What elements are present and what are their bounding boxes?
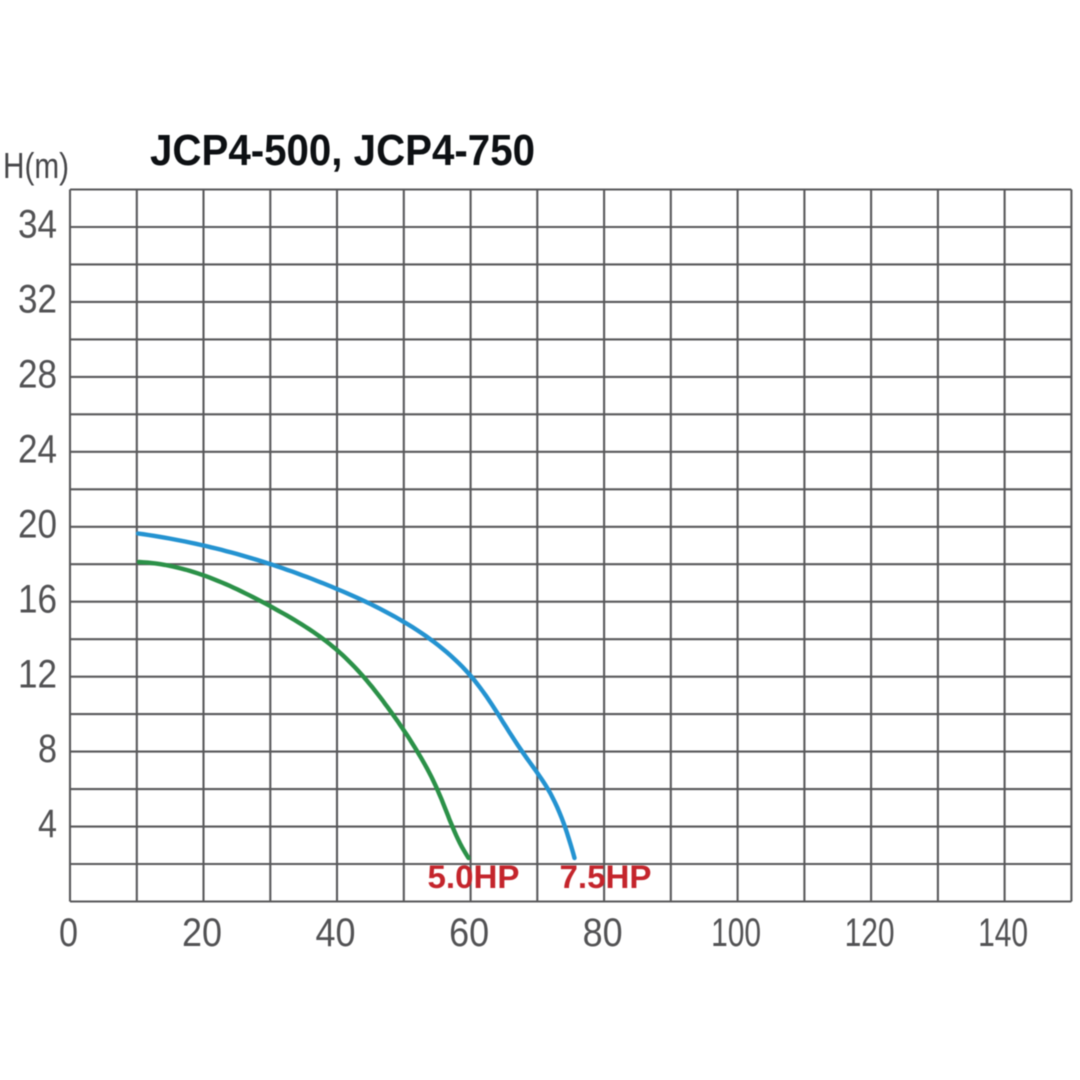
svg-text:32: 32 bbox=[18, 278, 57, 322]
svg-text:140: 140 bbox=[978, 911, 1028, 955]
svg-text:7.5HP: 7.5HP bbox=[560, 859, 652, 895]
svg-text:20: 20 bbox=[182, 911, 222, 955]
svg-text:40: 40 bbox=[316, 911, 356, 955]
svg-text:5.0HP: 5.0HP bbox=[428, 859, 520, 895]
svg-text:12: 12 bbox=[18, 652, 57, 696]
svg-text:120: 120 bbox=[845, 911, 895, 955]
svg-text:24: 24 bbox=[18, 427, 57, 471]
svg-text:H(m): H(m) bbox=[3, 145, 69, 186]
svg-text:28: 28 bbox=[18, 353, 57, 397]
svg-text:100: 100 bbox=[711, 911, 761, 955]
svg-text:34: 34 bbox=[18, 203, 57, 247]
svg-text:80: 80 bbox=[583, 911, 623, 955]
svg-text:4: 4 bbox=[38, 802, 57, 846]
svg-text:20: 20 bbox=[18, 502, 57, 546]
svg-text:16: 16 bbox=[18, 577, 57, 621]
svg-text:60: 60 bbox=[449, 911, 489, 955]
svg-text:JCP4-500, JCP4-750: JCP4-500, JCP4-750 bbox=[150, 126, 535, 175]
svg-text:8: 8 bbox=[38, 727, 57, 771]
svg-text:0: 0 bbox=[59, 911, 78, 955]
